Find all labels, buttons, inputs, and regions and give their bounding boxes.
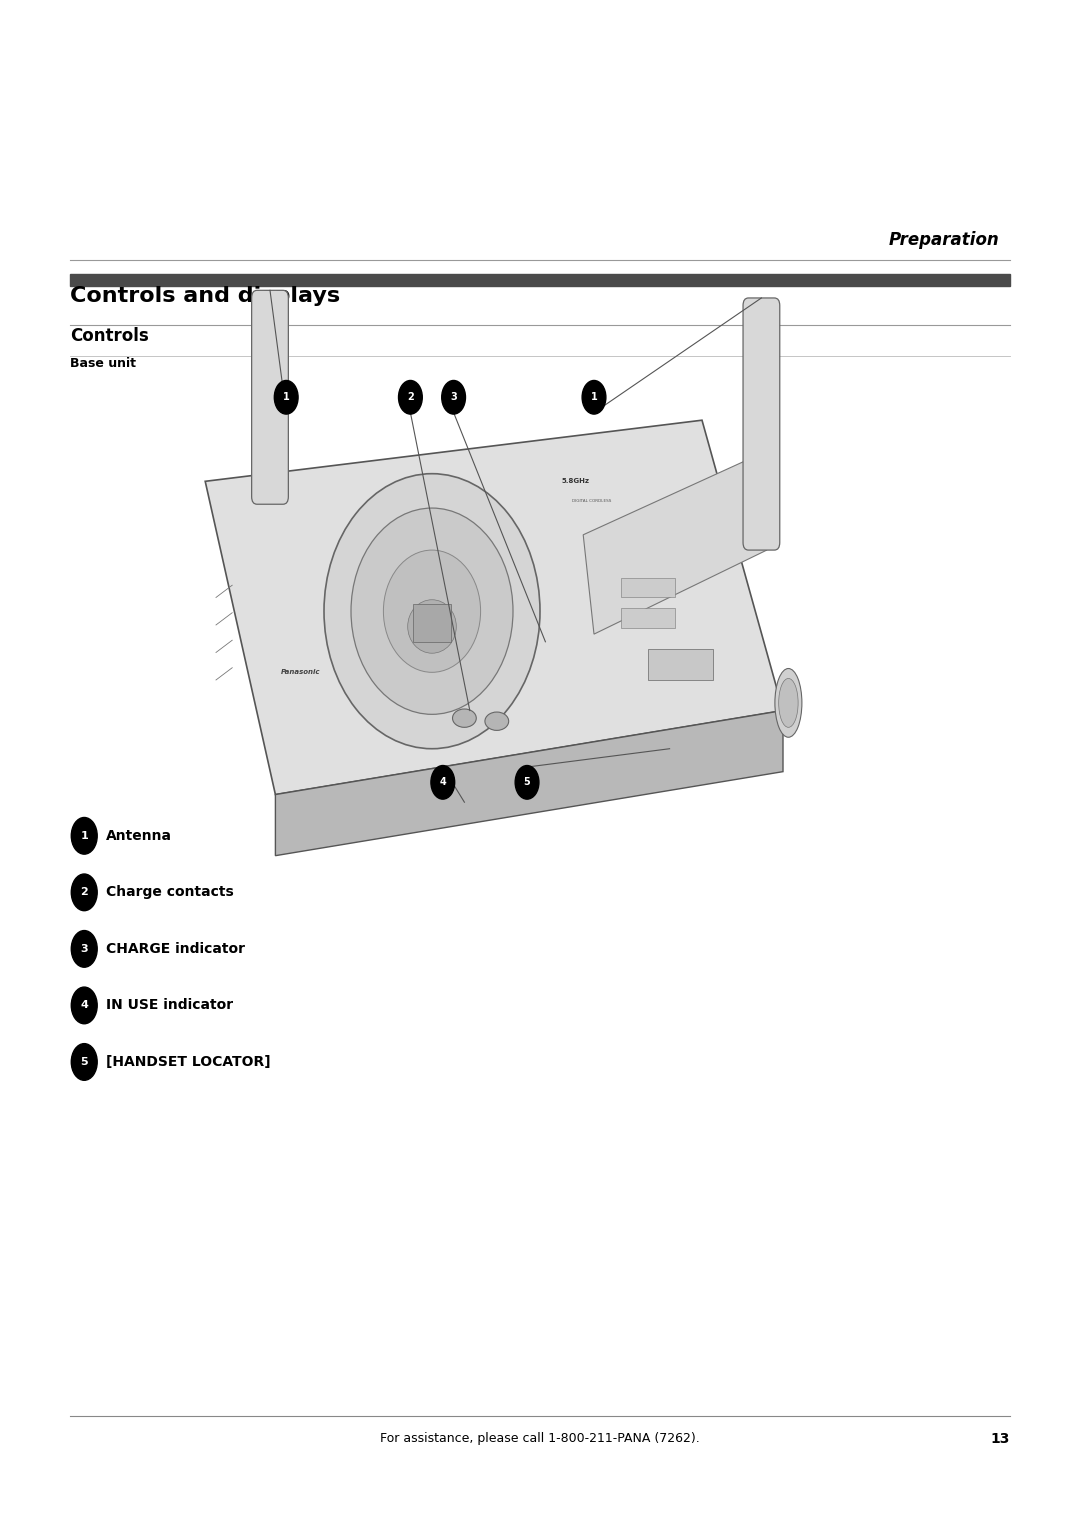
Text: KX-TG5428: KX-TG5428	[346, 688, 373, 694]
Circle shape	[71, 817, 97, 854]
Ellipse shape	[383, 550, 481, 672]
Circle shape	[515, 766, 539, 799]
Text: 1: 1	[591, 393, 597, 402]
Text: Panasonic: Panasonic	[281, 669, 321, 675]
Text: DIGITAL CORDLESS: DIGITAL CORDLESS	[572, 500, 611, 503]
Text: 3: 3	[450, 393, 457, 402]
Text: Controls: Controls	[70, 327, 149, 345]
Text: 2: 2	[407, 393, 414, 402]
Ellipse shape	[351, 507, 513, 715]
Text: 5: 5	[80, 1057, 89, 1067]
Text: Antenna: Antenna	[106, 828, 172, 843]
Text: 4: 4	[440, 778, 446, 787]
Text: CHARGE indicator: CHARGE indicator	[106, 941, 245, 957]
Polygon shape	[583, 458, 767, 634]
Ellipse shape	[408, 599, 457, 654]
Circle shape	[582, 380, 606, 414]
Circle shape	[71, 874, 97, 911]
Bar	[621, 608, 675, 628]
Ellipse shape	[453, 709, 476, 727]
Text: 1: 1	[283, 393, 289, 402]
FancyBboxPatch shape	[743, 298, 780, 550]
Ellipse shape	[779, 678, 798, 727]
Text: Base unit: Base unit	[70, 356, 136, 370]
Text: 5: 5	[524, 778, 530, 787]
Text: For assistance, please call 1-800-211-PANA (7262).: For assistance, please call 1-800-211-PA…	[380, 1432, 700, 1445]
FancyBboxPatch shape	[252, 290, 288, 504]
Bar	[70, 274, 1010, 286]
Polygon shape	[205, 420, 783, 795]
Polygon shape	[275, 711, 783, 856]
Bar	[648, 649, 713, 680]
Text: 1: 1	[80, 831, 89, 840]
Bar	[621, 578, 675, 597]
Text: 4: 4	[80, 1001, 89, 1010]
Circle shape	[71, 931, 97, 967]
Circle shape	[431, 766, 455, 799]
Text: [HANDSET LOCATOR]: [HANDSET LOCATOR]	[106, 1054, 270, 1070]
Text: HANDSET: HANDSET	[672, 663, 689, 666]
Text: CHARGE: CHARGE	[637, 585, 659, 591]
Ellipse shape	[775, 669, 801, 738]
Text: Controls and displays: Controls and displays	[70, 286, 340, 306]
Circle shape	[442, 380, 465, 414]
Circle shape	[399, 380, 422, 414]
Text: 2: 2	[80, 888, 89, 897]
Text: 13: 13	[990, 1432, 1010, 1445]
Text: IN USE indicator: IN USE indicator	[106, 998, 233, 1013]
Circle shape	[71, 987, 97, 1024]
Circle shape	[274, 380, 298, 414]
Text: Preparation: Preparation	[888, 231, 999, 249]
Text: 5.8GHz: 5.8GHz	[562, 478, 590, 484]
Circle shape	[71, 1044, 97, 1080]
Text: IN USE: IN USE	[639, 616, 657, 622]
Text: Charge contacts: Charge contacts	[106, 885, 233, 900]
Ellipse shape	[324, 474, 540, 749]
Ellipse shape	[485, 712, 509, 730]
Bar	[413, 604, 451, 642]
Text: 3: 3	[80, 944, 89, 953]
